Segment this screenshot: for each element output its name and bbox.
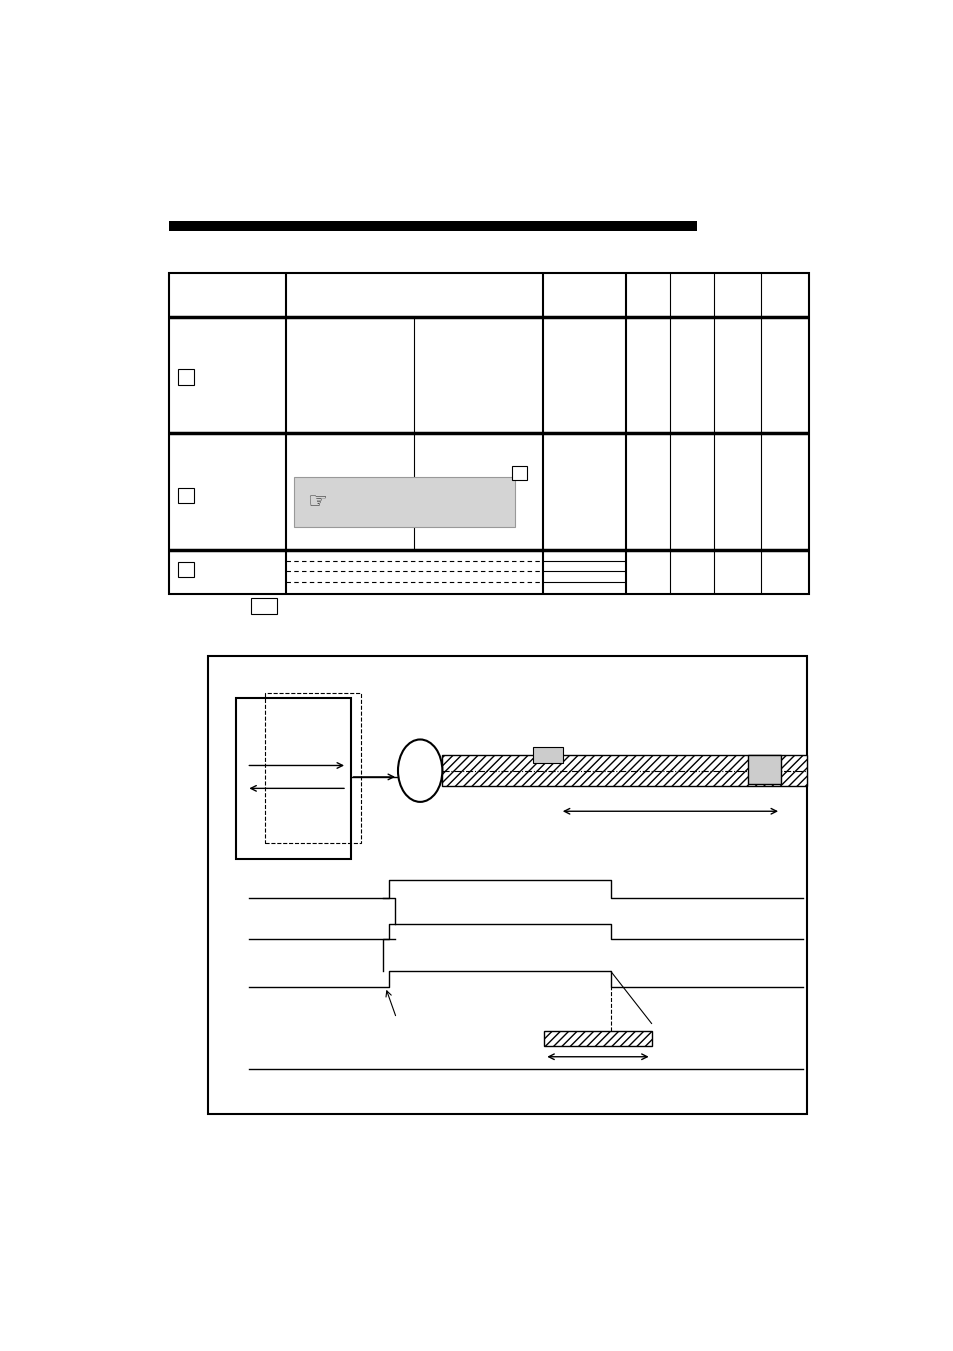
Bar	[442, 755, 806, 786]
Bar	[235, 698, 351, 859]
Bar	[747, 755, 781, 784]
Bar	[177, 562, 193, 577]
Bar	[544, 1031, 651, 1046]
Bar	[512, 466, 526, 481]
Bar	[533, 747, 562, 763]
Text: ☞: ☞	[306, 492, 326, 512]
Bar	[294, 477, 515, 527]
Bar	[177, 488, 193, 504]
Circle shape	[397, 739, 442, 802]
Bar	[208, 657, 806, 1115]
Bar	[177, 369, 193, 385]
Bar	[169, 273, 808, 594]
Bar	[265, 693, 360, 843]
Bar	[251, 598, 276, 613]
Bar	[169, 222, 697, 231]
